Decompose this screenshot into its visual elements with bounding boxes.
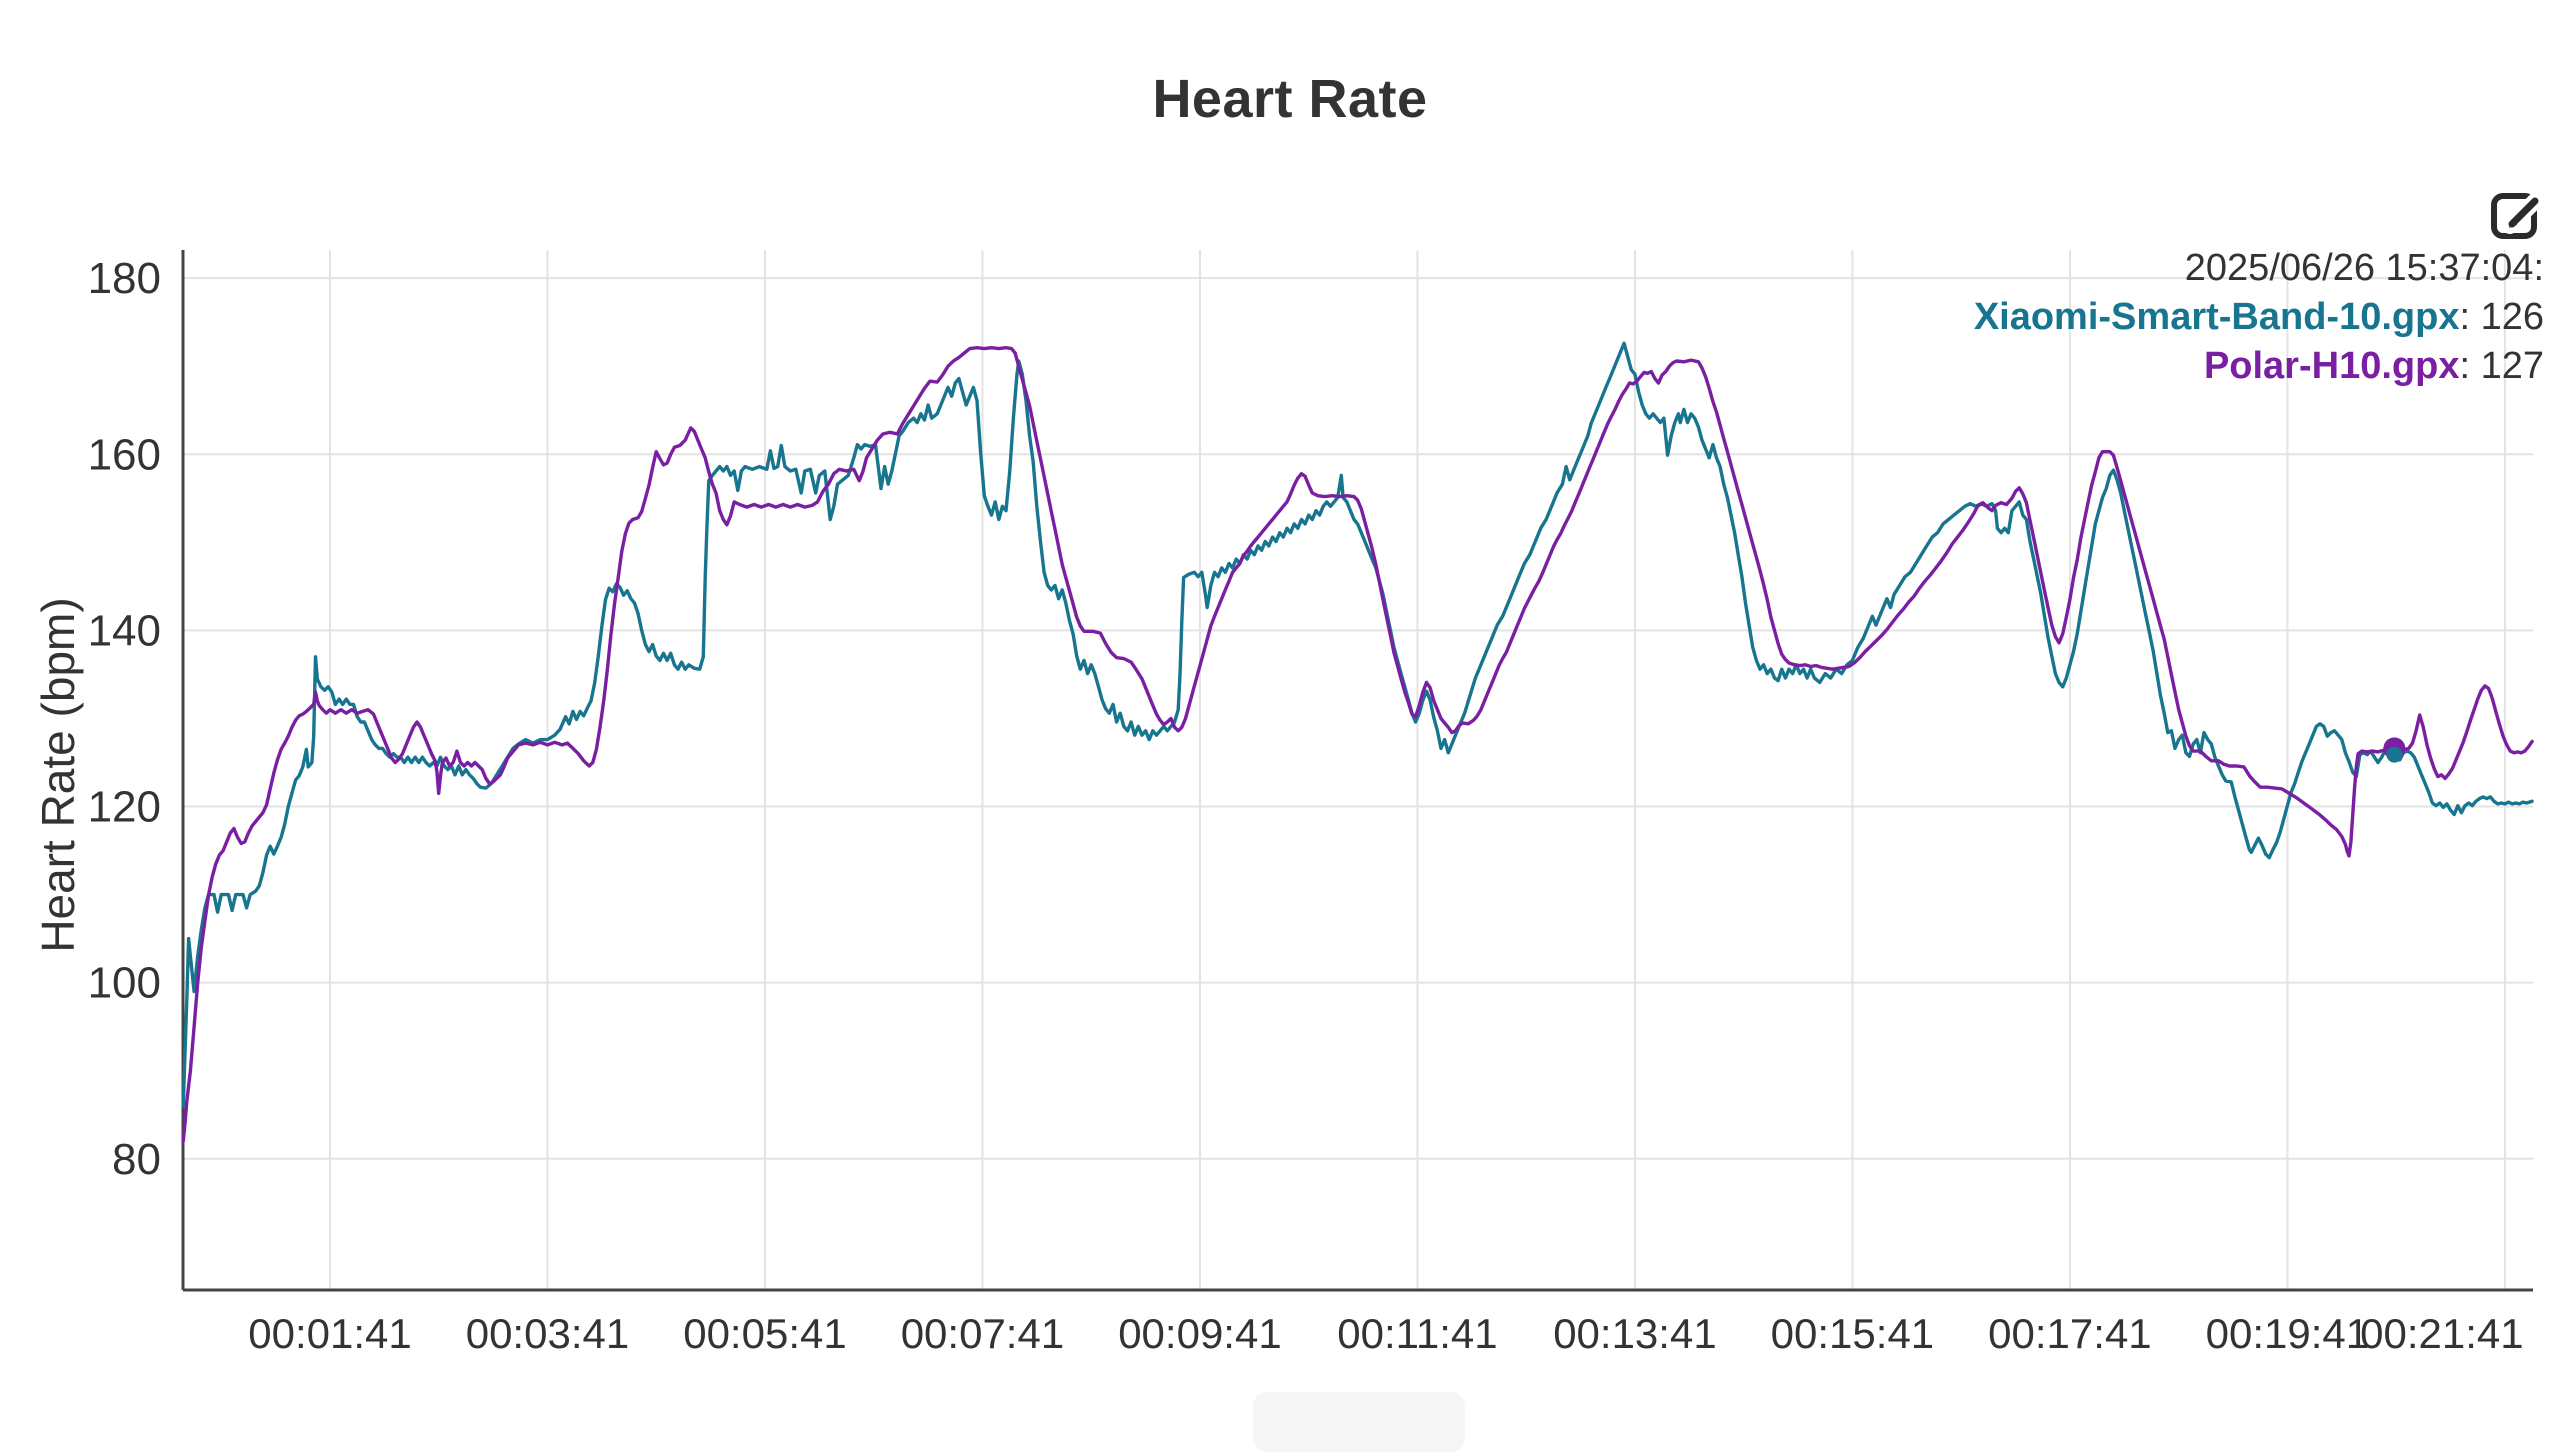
y-tick-label: 160: [88, 430, 161, 479]
x-tick-label: 00:13:41: [1553, 1310, 1717, 1357]
hover-dots: [2383, 737, 2406, 763]
x-tick-label: 00:21:41: [2360, 1310, 2524, 1357]
axes: [181, 250, 2533, 1292]
tooltip-series-name-xiaomi: Xiaomi-Smart-Band-10.gpx: [1973, 296, 2460, 338]
hover-tooltip: 2025/06/26 15:37:04: Xiaomi-Smart-Band-1…: [1974, 244, 2544, 391]
y-tick-label: 180: [88, 254, 161, 303]
tooltip-timestamp: 2025/06/26 15:37:04:: [2184, 247, 2544, 289]
tick-labels: 80 100 120 140 160 180 00:01:41 00:03:41 00:05:4…: [88, 254, 2524, 1357]
series-line-polar[interactable]: [181, 346, 2534, 1143]
y-tick-label: 80: [112, 1135, 161, 1184]
tooltip-row-polar: Polar-H10.gpx: 127: [1974, 342, 2544, 391]
x-tick-label: 00:17:41: [1988, 1310, 2152, 1357]
gridlines: [183, 250, 2533, 1290]
x-tick-label: 00:11:41: [1337, 1310, 1497, 1357]
x-tick-label: 00:07:41: [901, 1310, 1065, 1357]
x-tick-label: 00:03:41: [466, 1310, 630, 1357]
watermark-blob: [1253, 1392, 1465, 1452]
hover-dot-xiaomi: [2386, 746, 2403, 763]
tooltip-series-name-polar: Polar-H10.gpx: [2203, 345, 2460, 387]
x-tick-label: 00:09:41: [1118, 1310, 1282, 1357]
x-tick-label: 00:05:41: [683, 1310, 847, 1357]
x-tick-label: 00:01:41: [248, 1310, 412, 1357]
data-series[interactable]: [181, 341, 2534, 1143]
page-title: Heart Rate: [1152, 69, 1428, 129]
x-tick-label: 00:19:41: [2206, 1310, 2370, 1357]
edit-icon: [2491, 192, 2544, 239]
edit-chart-button[interactable]: [2490, 188, 2544, 242]
tooltip-series-value-xiaomi: : 126: [2459, 296, 2544, 338]
tooltip-row-xiaomi: Xiaomi-Smart-Band-10.gpx: 126: [1974, 293, 2544, 342]
y-tick-label: 120: [88, 783, 161, 832]
y-tick-label: 100: [88, 959, 161, 1008]
x-tick-label: 00:15:41: [1771, 1310, 1935, 1357]
y-axis-title: Heart Rate (bpm): [32, 597, 84, 953]
series-line-xiaomi[interactable]: [181, 341, 2534, 1108]
y-tick-label: 140: [88, 606, 161, 655]
tooltip-series-value-polar: : 127: [2459, 345, 2544, 387]
